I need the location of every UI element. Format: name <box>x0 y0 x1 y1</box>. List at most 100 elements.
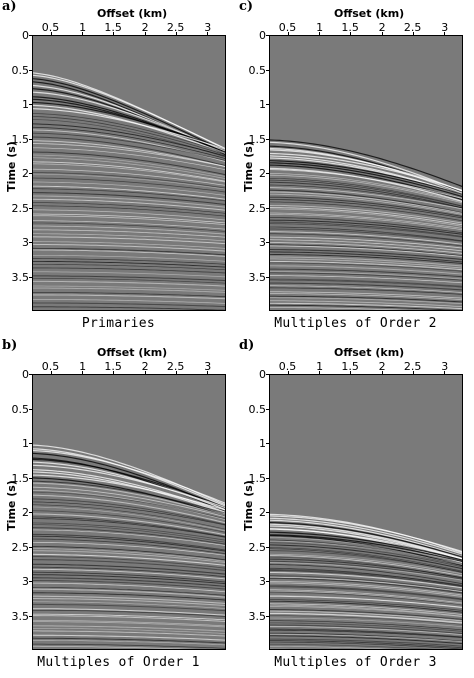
seismic-section <box>32 374 226 650</box>
x-tick-label: 1.5 <box>104 21 122 34</box>
y-tick-label: 0 <box>259 29 266 42</box>
y-tick-mark <box>266 35 270 36</box>
reflection-event <box>270 600 462 613</box>
y-tick-mark <box>266 546 270 548</box>
reflection-event <box>33 498 225 525</box>
reflection-event <box>33 491 225 519</box>
reflection-event <box>270 244 462 257</box>
reflection-event <box>270 231 462 245</box>
reflection-event <box>33 247 225 256</box>
x-tick-label: 2.5 <box>166 360 185 373</box>
reflection-event <box>270 207 462 226</box>
reflection-event <box>270 624 462 635</box>
y-tick-mark <box>29 276 33 278</box>
x-tick-mark <box>82 371 84 375</box>
y-tick-mark <box>266 581 270 582</box>
reflection-event <box>33 299 225 304</box>
reflection-event <box>270 260 462 271</box>
reflection-event <box>33 533 225 551</box>
reflection-event <box>33 154 225 177</box>
reflection-event <box>270 628 462 638</box>
reflection-event <box>270 560 462 580</box>
x-tick-label: 2.5 <box>166 21 185 34</box>
seismic-image <box>33 444 225 649</box>
reflection-event <box>33 225 225 235</box>
x-axis-label: Offset (km) <box>97 346 168 359</box>
x-tick-mark <box>287 32 289 36</box>
y-tick-label: 3.5 <box>248 270 267 284</box>
reflection-event <box>270 604 462 617</box>
reflection-event <box>270 612 462 624</box>
y-tick-label: 1 <box>259 437 266 450</box>
reflection-event <box>270 271 462 280</box>
reflection-event <box>33 195 225 208</box>
reflection-event <box>33 480 225 514</box>
reflection-event <box>33 553 225 566</box>
reflection-event <box>270 610 462 622</box>
reflection-event <box>33 619 225 627</box>
reflection-event <box>270 555 462 577</box>
x-tick-label: 1 <box>316 21 324 34</box>
reflection-event <box>33 645 197 649</box>
x-tick-label: 2 <box>141 360 149 373</box>
reflection-event <box>33 615 225 622</box>
y-tick-mark <box>266 69 270 71</box>
reflection-event <box>33 601 225 609</box>
y-axis-label: Time (s) <box>241 480 255 531</box>
reflection-event <box>270 239 462 252</box>
panel-a: a) Offset (km) Time (s) 0.5 1 1.5 2 2.5 3 0 0.5 1 1.… <box>0 0 237 339</box>
reflection-event <box>270 586 462 601</box>
reflection-event <box>270 279 462 288</box>
reflection-event <box>33 163 225 183</box>
reflection-event <box>270 558 462 579</box>
x-tick-mark <box>175 32 177 36</box>
reflection-event <box>33 116 225 156</box>
reflection-event <box>33 254 225 262</box>
reflection-event <box>270 629 462 639</box>
reflection-event <box>270 590 462 605</box>
reflection-event <box>33 566 225 578</box>
reflection-event <box>270 236 462 249</box>
reflection-event <box>33 486 225 518</box>
x-tick-mark <box>444 32 446 36</box>
x-tick-mark <box>381 32 383 36</box>
x-tick-label: 2 <box>141 21 149 34</box>
y-tick-label: 2 <box>22 167 29 180</box>
seismic-image <box>270 513 462 649</box>
reflection-event <box>33 471 225 514</box>
reflection-event <box>270 567 462 587</box>
reflection-event <box>270 189 462 214</box>
y-tick-mark <box>29 512 33 513</box>
reflection-event <box>270 191 462 214</box>
reflection-event <box>270 173 462 203</box>
reflection-event <box>33 535 225 552</box>
reflection-event <box>33 461 225 510</box>
reflection-event <box>270 548 462 573</box>
reflection-event <box>33 185 225 200</box>
reflection-event <box>33 625 225 632</box>
reflection-event <box>33 550 225 564</box>
reflection-event <box>270 580 462 596</box>
y-tick-label: 2.5 <box>11 201 30 215</box>
y-tick-label: 0.5 <box>248 63 267 77</box>
reflection-event <box>270 585 462 600</box>
reflection-event <box>33 280 225 287</box>
reflection-event <box>33 161 225 182</box>
reflection-event <box>33 126 225 159</box>
reflection-event <box>270 177 462 207</box>
reflection-event <box>270 152 462 191</box>
x-tick-mark <box>350 32 352 36</box>
reflection-event <box>270 632 462 642</box>
reflection-event <box>33 603 225 612</box>
y-tick-label: 1 <box>259 98 266 111</box>
reflection-event <box>270 626 462 635</box>
reflection-event <box>270 221 462 237</box>
reflection-event <box>33 458 225 508</box>
reflection-event <box>33 608 225 616</box>
y-tick-mark <box>266 512 270 513</box>
reflection-event <box>270 256 462 267</box>
reflection-event <box>33 129 225 162</box>
y-tick-mark <box>29 374 33 375</box>
reflection-event <box>33 271 225 278</box>
x-tick-mark <box>113 371 115 375</box>
